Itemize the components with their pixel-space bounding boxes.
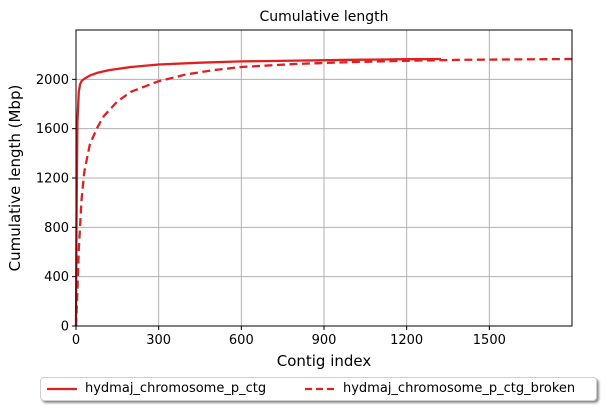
legend-item-p-ctg: hydmaj_chromosome_p_ctg: [47, 381, 266, 396]
series-layer: [74, 57, 573, 327]
chart-legend: hydmaj_chromosome_p_ctg hydmaj_chromosom…: [40, 377, 597, 401]
chart-title: Cumulative length: [260, 9, 389, 25]
grid-layer: [75, 30, 572, 327]
series-line-p-ctg-broken: [74, 57, 573, 327]
legend-item-p-ctg-broken: hydmaj_chromosome_p_ctg_broken: [305, 381, 575, 396]
x-tick-label: 1500: [473, 333, 506, 348]
y-tick-label: 1200: [36, 172, 69, 187]
legend-label-p-ctg-broken: hydmaj_chromosome_p_ctg_broken: [343, 381, 576, 396]
y-tick-label: 400: [44, 270, 69, 285]
x-tick-label: 300: [146, 333, 171, 348]
x-tick-label: 600: [229, 333, 254, 348]
tick-layer: 0 300 600 900 1200 1500 0 400 800 1200 1600 2000: [36, 73, 506, 348]
y-tick-label: 800: [44, 221, 69, 236]
x-tick-label: 0: [72, 333, 80, 348]
x-tick-label: 1200: [390, 333, 423, 348]
legend-swatch-solid: [47, 387, 77, 390]
y-tick-label: 1600: [36, 122, 69, 137]
x-tick-label: 900: [312, 333, 337, 348]
series-line-p-ctg: [74, 57, 442, 327]
x-axis-label: Contig index: [277, 352, 372, 370]
y-axis-label: Cumulative length (Mbp): [6, 85, 24, 272]
y-tick-label: 0: [61, 320, 69, 335]
y-tick-label: 2000: [36, 73, 69, 88]
legend-label-p-ctg: hydmaj_chromosome_p_ctg: [85, 381, 267, 396]
legend-swatch-dashed: [305, 387, 335, 390]
